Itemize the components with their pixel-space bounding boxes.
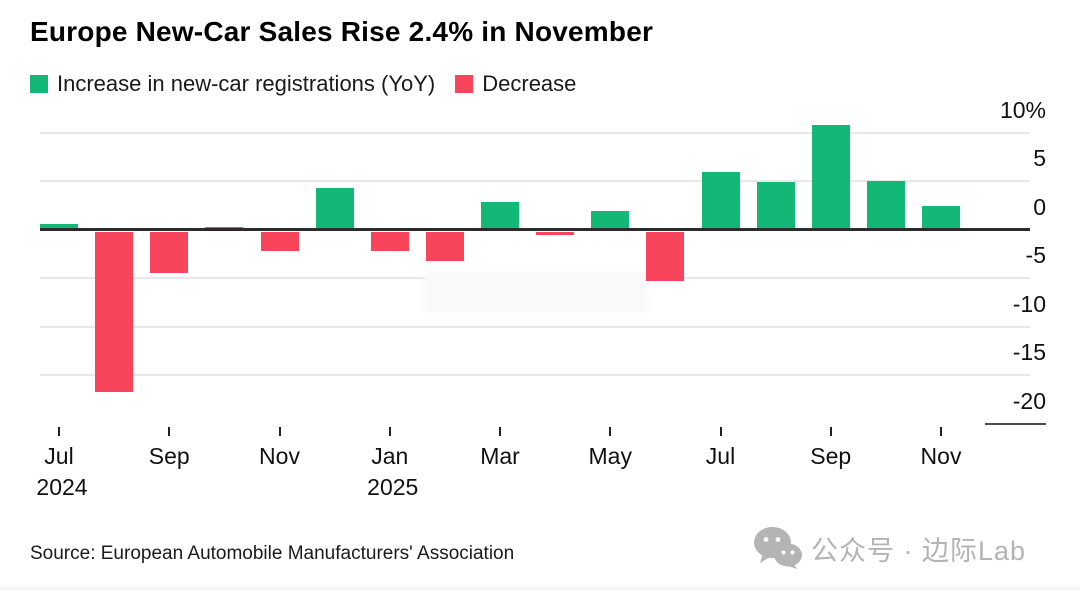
zero-baseline (40, 228, 1030, 231)
watermark: 公众号 · 边际Lab (753, 526, 1026, 570)
x-tick-nov-4 (278, 427, 281, 436)
bar-may-2025 (591, 210, 630, 229)
bar-nov-2025 (922, 205, 960, 229)
source-note: Source: European Automobile Manufacturer… (30, 543, 515, 564)
blurred-watermark-smudge (424, 273, 648, 313)
x-axis-label-nov-16: Nov (920, 443, 962, 469)
x-axis-label-nov-4: Nov (259, 443, 300, 469)
increase-swatch-icon (30, 75, 48, 93)
bar-feb-2025 (425, 232, 464, 262)
x-axis-year-2025: 2025 (367, 474, 419, 500)
x-tick-may-10 (609, 427, 612, 436)
y-axis-label--10: -10 (1012, 290, 1046, 317)
legend-item-increase: Increase in new-car registrations (YoY) (30, 71, 435, 97)
chart-title: Europe New-Car Sales Rise 2.4% in Novemb… (30, 16, 654, 47)
y-axis-label-10: 10% (999, 96, 1046, 123)
bar-sep-2024 (150, 232, 189, 273)
axis-bottom-cap-line (985, 423, 1046, 425)
x-axis-year-2024: 2024 (36, 474, 88, 500)
gridline-10 (40, 131, 1030, 134)
x-tick-sep-2 (168, 427, 171, 436)
y-axis-label-0: 0 (1033, 193, 1046, 220)
y-axis-label--20: -20 (1012, 387, 1046, 414)
x-axis-label-mar-8: Mar (480, 443, 520, 469)
y-axis-label--15: -15 (1012, 339, 1046, 365)
gridline-5 (40, 180, 1030, 182)
x-axis-label-sep-14: Sep (810, 443, 852, 469)
gridline--10 (40, 325, 1030, 328)
bar-jul-2025 (701, 171, 740, 229)
x-tick-mar-8 (499, 427, 501, 436)
y-axis-label--5: -5 (1025, 242, 1046, 268)
decrease-swatch-icon (455, 75, 474, 93)
watermark-text: 公众号 · 边际Lab (811, 535, 1027, 566)
x-tick-jan-6 (388, 427, 391, 436)
bar-aug-2024 (95, 232, 134, 393)
bar-jun-2025 (646, 232, 685, 282)
x-axis-label-jul-12: Jul (705, 443, 736, 469)
bar-dec-2024 (315, 188, 354, 229)
x-tick-jul-12 (719, 427, 722, 436)
legend-label-increase: Increase in new-car registrations (YoY) (57, 71, 436, 96)
legend-label-decrease: Decrease (482, 71, 577, 96)
x-tick-jul-0 (58, 427, 60, 436)
bar-sep-2025 (811, 125, 850, 229)
bar-oct-2025 (866, 180, 905, 229)
bar-apr-2025 (536, 232, 575, 235)
bar-nov-2024 (260, 232, 299, 252)
bar-mar-2025 (481, 201, 519, 229)
bottom-edge-shade (0, 583, 1080, 590)
legend-item-decrease: Decrease (455, 71, 576, 97)
x-axis-label-may-10: May (588, 443, 632, 469)
x-axis-label-jan-6: Jan (371, 443, 409, 469)
x-axis-label-sep-2: Sep (148, 443, 190, 469)
x-axis-label-jul-0: Jul (44, 443, 74, 469)
x-tick-sep-14 (829, 427, 832, 436)
bar-jul-2024 (40, 224, 78, 229)
x-tick-nov-16 (940, 427, 942, 436)
gridline--15 (40, 374, 1030, 376)
bar-jan-2025 (370, 232, 409, 252)
wechat-icon (754, 527, 802, 569)
y-axis-label-5: 5 (1033, 145, 1046, 171)
legend: Increase in new-car registrations (YoY) … (30, 71, 576, 97)
bar-aug-2025 (756, 182, 795, 229)
